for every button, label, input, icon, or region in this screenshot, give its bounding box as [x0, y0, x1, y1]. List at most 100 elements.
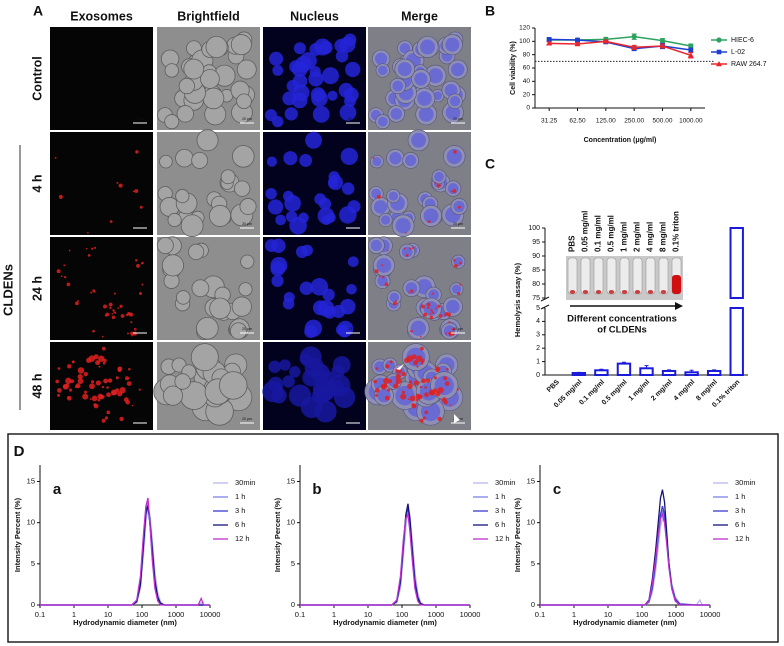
exosome — [77, 373, 83, 380]
exosome — [77, 378, 84, 384]
series-line — [540, 510, 710, 606]
exosome — [419, 335, 422, 338]
y-tick-label: 100 — [528, 225, 540, 232]
exosome — [139, 205, 143, 209]
cell — [188, 243, 205, 261]
exosome — [93, 354, 99, 360]
nucleus — [317, 300, 335, 317]
exosome — [429, 315, 434, 320]
nucleus — [266, 156, 278, 167]
cell — [209, 204, 232, 227]
tube-pellet — [660, 290, 667, 294]
error-bar — [667, 369, 672, 371]
nucleus — [279, 359, 291, 371]
exosome — [85, 247, 88, 250]
nucleus — [314, 38, 332, 56]
exosome — [102, 361, 106, 365]
y-tick-label: 0 — [526, 105, 530, 112]
micrograph-background — [50, 27, 153, 130]
exosome — [420, 361, 424, 365]
nucleus — [314, 400, 337, 423]
x-tick-label: 10 — [104, 610, 112, 619]
scale-bar-label: 20 μm — [453, 327, 463, 331]
legend-marker — [716, 49, 722, 55]
y-tick-label: 5 — [291, 559, 295, 568]
exosome — [438, 314, 443, 318]
y-tick-label: 10 — [527, 518, 535, 527]
cell — [164, 114, 180, 130]
cell — [232, 145, 255, 168]
inset-label: 0.1 mg/ml — [594, 215, 603, 252]
cell — [230, 34, 252, 56]
exosome — [119, 304, 123, 308]
inset-label: 0.05 mg/ml — [581, 211, 590, 252]
exosome — [441, 397, 447, 403]
exosome — [66, 395, 72, 401]
nucleus — [449, 96, 461, 107]
exosome — [82, 393, 89, 400]
tube-pellet — [634, 290, 641, 294]
nucleus — [428, 68, 443, 84]
exosome — [103, 358, 107, 363]
exosome — [115, 376, 119, 380]
exosome — [138, 291, 143, 295]
error-bar — [644, 365, 649, 369]
marker — [687, 52, 694, 58]
y-tick-label: 0 — [31, 600, 35, 609]
x-tick-label: 10 — [364, 610, 372, 619]
x-tick-label: 1000 — [428, 610, 445, 619]
series-line — [540, 506, 710, 606]
x-tick-label: 1000 — [668, 610, 685, 619]
exosome — [126, 381, 132, 386]
exosome — [416, 365, 419, 368]
exosome — [444, 381, 450, 386]
nucleus — [399, 43, 411, 54]
exosome — [130, 321, 133, 324]
bar — [684, 371, 699, 377]
exosome — [424, 392, 429, 398]
cell — [161, 254, 184, 277]
cell — [190, 343, 219, 372]
legend-label: 6 h — [495, 520, 505, 529]
nucleus — [328, 171, 340, 183]
exosome — [70, 379, 75, 384]
exosome — [411, 403, 415, 407]
exosome — [141, 261, 144, 265]
nucleus — [269, 51, 284, 66]
nucleus — [283, 151, 298, 166]
exosome — [448, 331, 452, 335]
exosome — [93, 246, 97, 249]
exosome — [446, 367, 449, 371]
nucleus — [390, 108, 403, 120]
exosome — [427, 220, 431, 223]
column-header: Exosomes — [70, 9, 133, 23]
y-tick-label: 100 — [519, 38, 530, 45]
tube-pellet — [608, 290, 615, 294]
error-bar — [689, 369, 694, 373]
exosome — [106, 392, 111, 398]
marker — [659, 43, 666, 49]
tube-lysate — [672, 275, 681, 294]
legend-label: RAW 264.7 — [731, 61, 767, 68]
exosome — [135, 259, 138, 262]
nucleus — [322, 288, 335, 301]
x-axis-label: Hydrodynamic diameter (nm) — [73, 618, 177, 627]
y-tick-label: 15 — [27, 476, 35, 485]
nucleus — [340, 298, 356, 315]
x-axis-label: Concentration (μg/ml) — [584, 137, 657, 144]
cell — [238, 282, 253, 297]
legend-marker — [716, 37, 722, 43]
series-line — [300, 507, 470, 606]
x-tick-label: 4 mg/ml — [673, 379, 697, 403]
exosome — [62, 384, 68, 389]
exosome — [388, 379, 393, 384]
scale-bar-label: 20 μm — [453, 117, 463, 121]
exosome — [56, 388, 62, 393]
scale-bar-label: 20 μm — [135, 222, 145, 226]
cell — [180, 214, 204, 238]
series-line — [40, 506, 210, 606]
bar — [594, 369, 609, 376]
exosome — [97, 393, 104, 400]
y-tick-label: 0 — [531, 600, 535, 609]
exosome — [426, 302, 431, 307]
